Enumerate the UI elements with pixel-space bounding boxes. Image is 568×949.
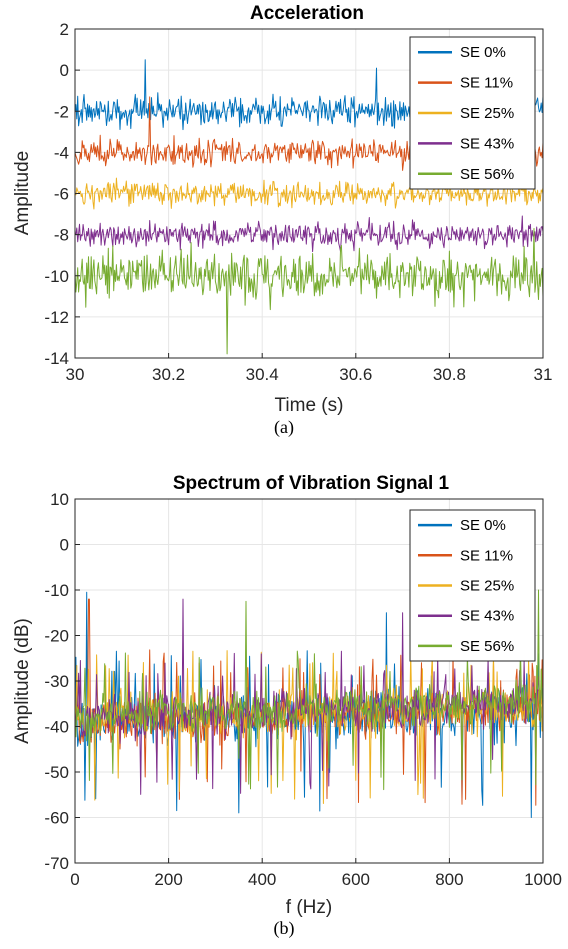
y-tick-label: -10: [44, 267, 69, 286]
series-line: [74, 589, 544, 791]
legend-entry-label: SE 25%: [460, 578, 514, 595]
panel-caption: (a): [274, 417, 294, 438]
legend-entry-label: SE 11%: [460, 547, 513, 564]
x-tick-label: 200: [154, 870, 182, 889]
y-tick-label: -6: [54, 185, 69, 204]
x-axis-label: f (Hz): [286, 897, 332, 918]
y-tick-label: -30: [44, 672, 69, 691]
chart-title: Spectrum of Vibration Signal 1: [173, 473, 450, 494]
y-tick-label: 2: [60, 20, 69, 39]
y-tick-label: -20: [44, 627, 69, 646]
y-axis-label: Amplitude (dB): [12, 618, 33, 744]
y-tick-label: -14: [44, 349, 69, 368]
series-line: [74, 228, 544, 355]
legend-entry-label: SE 0%: [460, 44, 506, 61]
y-tick-label: -60: [44, 809, 69, 828]
x-tick-label: 30: [66, 365, 85, 384]
y-tick-label: -10: [44, 581, 69, 600]
x-tick-label: 0: [70, 870, 79, 889]
y-tick-label: -40: [44, 718, 69, 737]
x-tick-label: 600: [342, 870, 370, 889]
x-tick-label: 30.8: [433, 365, 466, 384]
x-tick-label: 400: [248, 870, 276, 889]
series-line: [74, 215, 544, 253]
x-axis-label: Time (s): [275, 395, 344, 416]
y-tick-label: 10: [50, 490, 69, 509]
legend-entry-label: SE 43%: [460, 608, 514, 625]
y-tick-label: -2: [54, 102, 69, 121]
legend-entry-label: SE 43%: [460, 135, 514, 152]
x-tick-label: 30.4: [246, 365, 279, 384]
legend-entry-label: SE 0%: [460, 517, 506, 534]
x-tick-label: 800: [435, 870, 463, 889]
x-tick-label: 30.6: [339, 365, 372, 384]
panel-caption: (b): [274, 918, 295, 939]
y-tick-label: -8: [54, 226, 69, 245]
legend: SE 0% SE 11% SE 25% SE 43% SE 56%: [409, 36, 536, 190]
y-axis-label: Amplitude: [12, 151, 33, 236]
legend-entry-label: SE 56%: [460, 638, 514, 655]
acceleration-chart: Acceleration 30 30.2 30.4 30.6 30.8 31 2 0 -2 -4 -…: [12, 3, 552, 438]
y-tick-label: -50: [44, 763, 69, 782]
legend-entry-label: SE 56%: [460, 166, 514, 183]
x-tick-label: 31: [534, 365, 553, 384]
y-tick-label: 0: [60, 536, 69, 555]
series-line: [74, 177, 544, 210]
spectrum-chart: Spectrum of Vibration Signal 1 0 200 400 60…: [12, 473, 562, 939]
legend-entry-label: SE 11%: [460, 75, 513, 92]
y-tick-label: -4: [54, 143, 69, 162]
x-tick-label: 30.2: [152, 365, 185, 384]
y-tick-label: -70: [44, 854, 69, 873]
legend-entry-label: SE 25%: [460, 105, 514, 122]
legend: SE 0% SE 11% SE 25% SE 43% SE 56%: [409, 509, 536, 662]
y-tick-label: -12: [44, 308, 69, 327]
chart-title: Acceleration: [250, 3, 364, 24]
y-tick-label: 0: [60, 61, 69, 80]
x-tick-label: 1000: [524, 870, 562, 889]
